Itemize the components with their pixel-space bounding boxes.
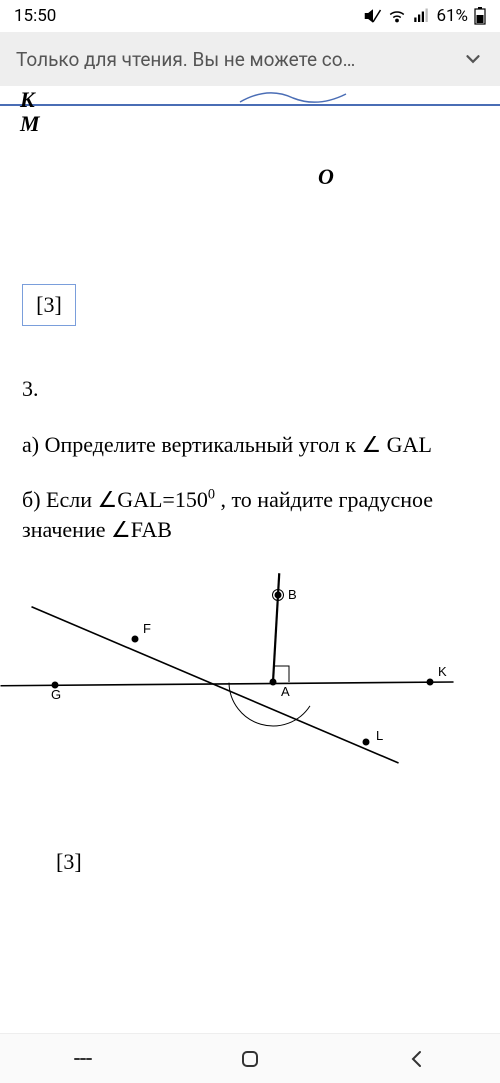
recent-apps-button[interactable] [43, 1049, 123, 1069]
svg-text:B: B [288, 587, 297, 602]
previous-figure-fragment: K M O [0, 86, 500, 206]
readonly-text: Только для чтения. Вы не можете со… [16, 48, 355, 71]
svg-text:G: G [51, 687, 61, 702]
score-box: [3] [22, 284, 76, 326]
chevron-down-icon[interactable] [462, 48, 484, 70]
label-M: M [20, 112, 40, 136]
label-O: O [318, 164, 334, 190]
document-content: K M O [3] 3. а) Определите вертикальный … [0, 86, 500, 1033]
mute-icon [364, 7, 382, 25]
geometry-figure: A B F G K L [0, 567, 500, 797]
svg-text:K: K [438, 664, 447, 679]
svg-text:F: F [143, 621, 151, 636]
android-navbar [0, 1033, 500, 1083]
svg-text:L: L [376, 728, 383, 743]
score-label: [3] [56, 849, 500, 875]
signal-icon [412, 7, 430, 25]
svg-text:A: A [281, 684, 290, 699]
problem-number: 3. [22, 374, 478, 404]
clock: 15:50 [14, 6, 56, 26]
home-button[interactable] [210, 1047, 290, 1071]
label-K: K [20, 88, 40, 112]
wifi-icon [388, 7, 406, 25]
status-icons: 61% [364, 6, 486, 26]
problem-part-b: б) Если ∠GAL=1500 , то найдите градусное… [22, 485, 478, 544]
readonly-banner[interactable]: Только для чтения. Вы не можете со… [0, 32, 500, 86]
problem-part-a: а) Определите вертикальный угол к ∠ GAL [22, 430, 478, 460]
battery-icon [474, 7, 486, 25]
battery-pct: 61% [436, 6, 468, 26]
back-button[interactable] [377, 1047, 457, 1071]
